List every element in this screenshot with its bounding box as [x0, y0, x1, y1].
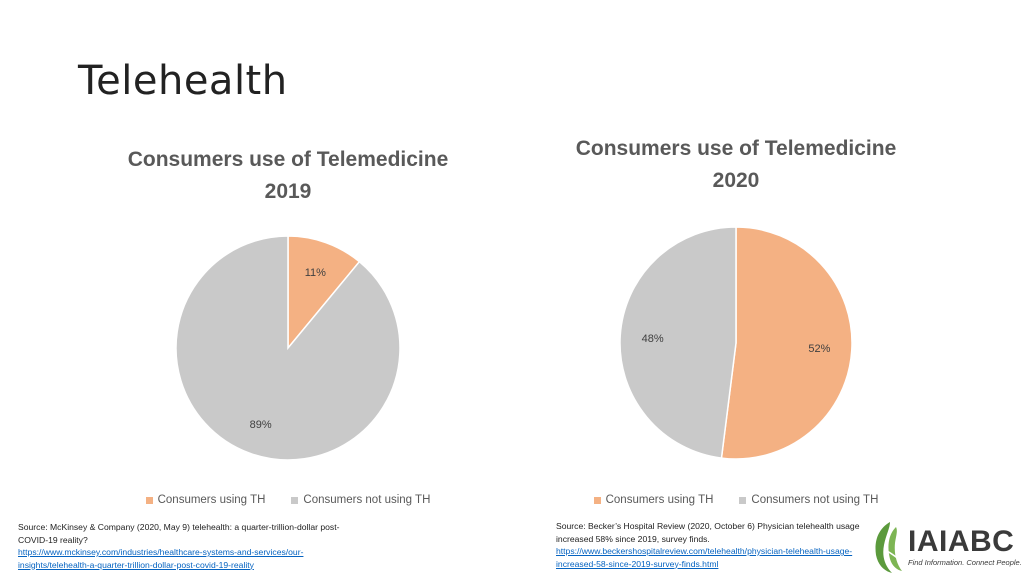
logo-wordmark: IAIABC: [908, 525, 1015, 558]
leaf-logo-icon: [875, 522, 905, 573]
chart-title-line2: 2019: [264, 180, 312, 203]
pie-slice-not-using: [175, 235, 401, 461]
chart-title-line1: Consumers use of Telemedicine: [575, 137, 897, 160]
legend-label-not-using: Consumers not using TH: [303, 494, 431, 506]
pie-chart-2020: Consumers use of Telemedicine 2020 52% 48…: [506, 0, 966, 510]
data-label-using: 52%: [808, 343, 830, 355]
legend-swatch-not-using: [739, 496, 747, 504]
source-citation-right: Source: Becker’s Hospital Review (2020, …: [556, 520, 876, 570]
chart-title-line2: 2020: [712, 169, 760, 192]
chart-legend: Consumers using TH Consumers not using T…: [58, 494, 518, 506]
legend-swatch-using: [593, 496, 601, 504]
legend-item-using: Consumers using TH: [145, 494, 266, 506]
pie-svg: 52% 48%: [619, 226, 853, 460]
legend-item-using: Consumers using TH: [593, 494, 714, 506]
source-text: Source: Becker’s Hospital Review (2020, …: [556, 521, 860, 544]
data-label-not-using: 48%: [642, 333, 664, 345]
legend-item-not-using: Consumers not using TH: [739, 494, 878, 506]
legend-label-not-using: Consumers not using TH: [751, 494, 879, 506]
slide-title: Telehealth: [78, 58, 288, 104]
legend-swatch-not-using: [291, 496, 299, 504]
pie-slice-using: [287, 235, 361, 351]
chart-title-line1: Consumers use of Telemedicine: [127, 148, 449, 171]
chart-title: Consumers use of Telemedicine 2019: [58, 144, 518, 208]
pie-slice-using: [720, 226, 853, 460]
legend-swatch-using: [145, 496, 153, 504]
data-label-not-using: 89%: [250, 419, 272, 431]
pie-chart-2019: Consumers use of Telemedicine 2019 11% 89…: [58, 0, 518, 510]
pie-slice-not-using: [619, 226, 737, 459]
source-text: Source: McKinsey & Company (2020, May 9)…: [18, 522, 340, 545]
data-label-using: 11%: [305, 267, 326, 279]
source-citation-left: Source: McKinsey & Company (2020, May 9)…: [18, 521, 363, 571]
legend-label-using: Consumers using TH: [605, 494, 714, 506]
iaiabc-logo: IAIABC Find Information. Connect People.: [870, 519, 1022, 574]
chart-legend: Consumers using TH Consumers not using T…: [506, 494, 966, 506]
source-link[interactable]: https://www.mckinsey.com/industries/heal…: [18, 547, 304, 570]
legend-item-not-using: Consumers not using TH: [291, 494, 430, 506]
pie-svg: 11% 89%: [175, 235, 401, 461]
source-link[interactable]: https://www.beckershospitalreview.com/te…: [556, 546, 853, 569]
chart-title: Consumers use of Telemedicine 2020: [506, 133, 966, 197]
legend-label-using: Consumers using TH: [157, 494, 266, 506]
logo-tagline: Find Information. Connect People.: [908, 558, 1022, 567]
